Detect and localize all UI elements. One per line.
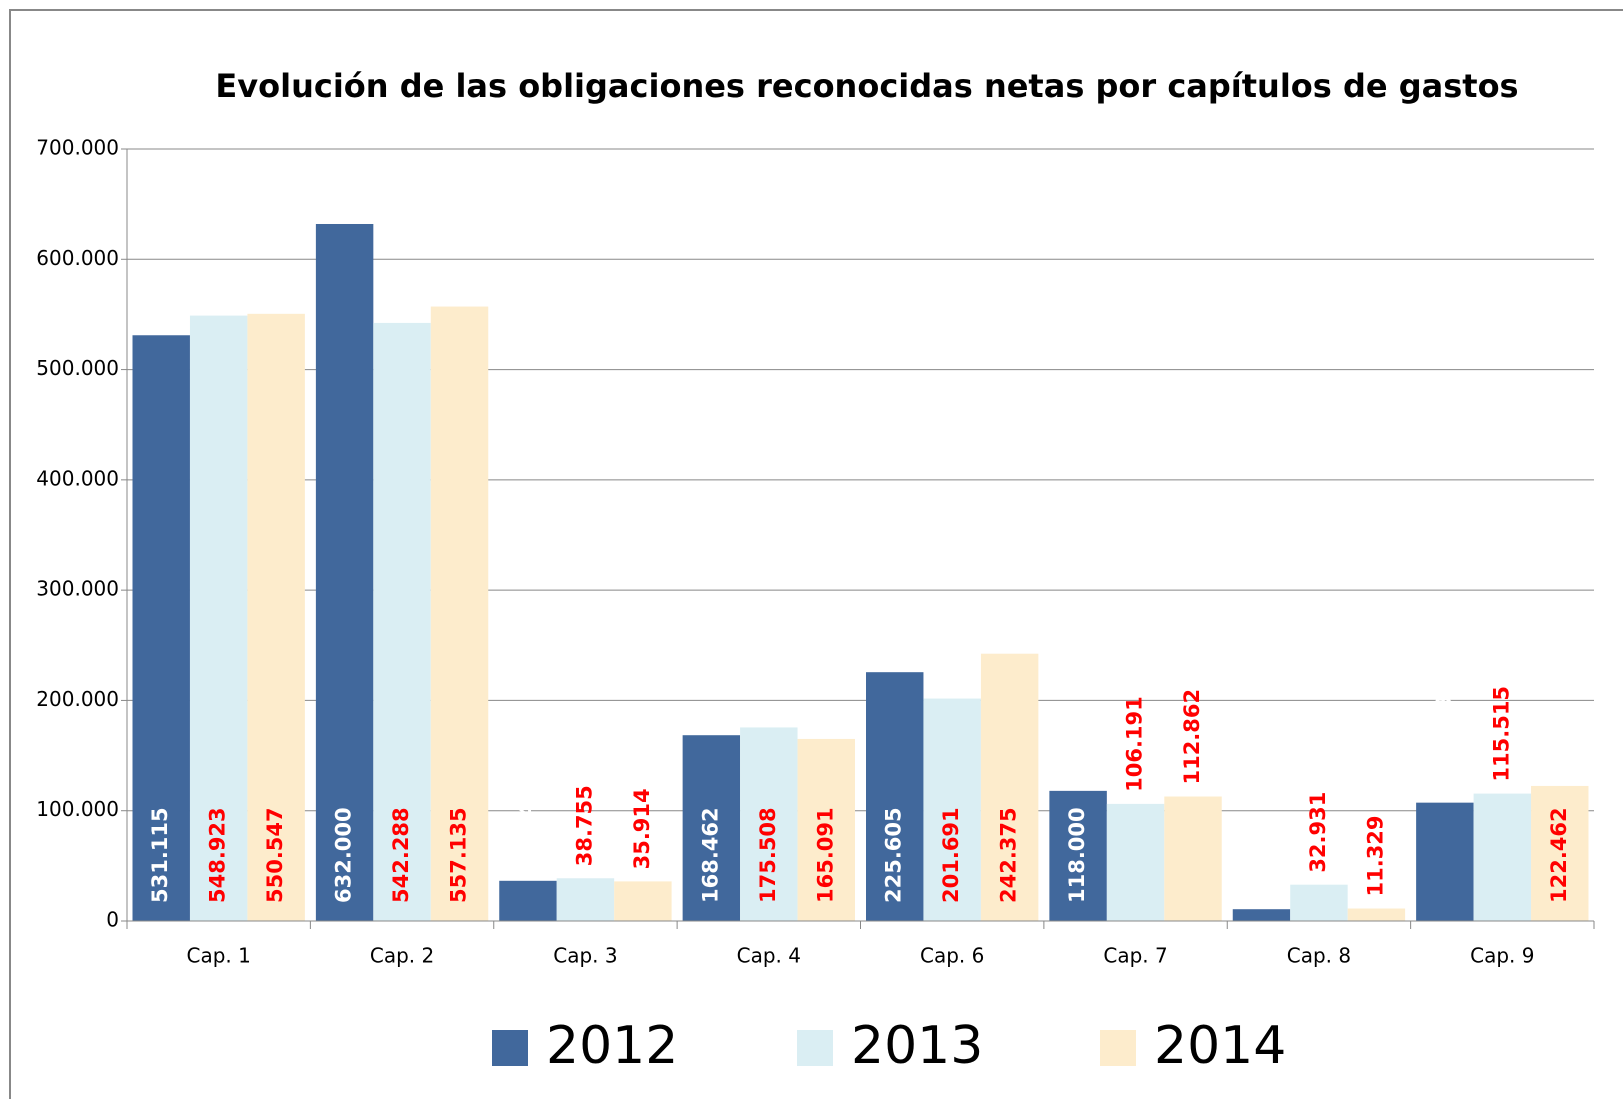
data-label: 122.462 bbox=[1547, 807, 1571, 903]
y-tick-label: 0 bbox=[106, 908, 119, 932]
legend-label: 2013 bbox=[851, 1016, 983, 1076]
bar bbox=[430, 306, 489, 921]
y-tick-label: 400.000 bbox=[36, 466, 119, 490]
data-label: 36.449 bbox=[515, 788, 539, 869]
legend-label: 2012 bbox=[546, 1016, 678, 1076]
legend-swatch bbox=[1100, 1030, 1136, 1066]
data-label: 10.695 bbox=[1248, 816, 1272, 897]
data-label: 225.605 bbox=[882, 807, 906, 903]
bar bbox=[1164, 796, 1222, 921]
x-tick-label: Cap. 6 bbox=[920, 944, 984, 968]
data-label: 38.755 bbox=[572, 785, 596, 866]
bar bbox=[132, 335, 190, 921]
data-label: 531.115 bbox=[148, 807, 172, 903]
bar bbox=[1473, 793, 1532, 921]
bar bbox=[1347, 908, 1406, 921]
y-tick-label: 500.000 bbox=[36, 356, 119, 380]
chart-title: Evolución de las obligaciones reconocida… bbox=[215, 67, 1518, 105]
x-tick-label: Cap. 9 bbox=[1470, 944, 1534, 968]
bar bbox=[1531, 785, 1589, 921]
data-label: 557.135 bbox=[447, 807, 471, 903]
data-label: 168.462 bbox=[698, 807, 722, 903]
data-label: 632.000 bbox=[332, 807, 356, 903]
y-tick-label: 200.000 bbox=[36, 687, 119, 711]
bar bbox=[1049, 790, 1107, 921]
bar bbox=[866, 672, 924, 921]
data-label: 112.862 bbox=[1180, 689, 1204, 785]
bar bbox=[556, 878, 615, 921]
bar bbox=[980, 653, 1039, 921]
legend-label: 2014 bbox=[1154, 1016, 1286, 1076]
data-label: 107.309 bbox=[1432, 695, 1456, 791]
bar bbox=[923, 698, 981, 921]
data-label: 165.091 bbox=[813, 807, 837, 903]
bar bbox=[315, 223, 374, 922]
bar bbox=[682, 735, 741, 921]
bar bbox=[797, 738, 855, 921]
x-tick-label: Cap. 4 bbox=[737, 944, 801, 968]
bar bbox=[499, 880, 557, 921]
data-label: 32.931 bbox=[1306, 792, 1330, 873]
data-label: 35.914 bbox=[630, 788, 654, 869]
bar bbox=[247, 313, 305, 921]
data-label: 548.923 bbox=[206, 807, 230, 903]
bar bbox=[1232, 909, 1291, 921]
bar bbox=[373, 322, 431, 921]
y-tick-label: 100.000 bbox=[36, 797, 119, 821]
data-label: 11.329 bbox=[1363, 815, 1387, 896]
y-tick-label: 600.000 bbox=[36, 246, 119, 270]
data-label: 175.508 bbox=[756, 807, 780, 903]
data-label: 542.288 bbox=[389, 807, 413, 903]
legend-swatch bbox=[492, 1030, 528, 1066]
data-label: 106.191 bbox=[1123, 696, 1147, 792]
y-tick-label: 700.000 bbox=[36, 136, 119, 160]
y-tick-label: 300.000 bbox=[36, 577, 119, 601]
data-label: 242.375 bbox=[997, 807, 1021, 903]
data-label: 550.547 bbox=[263, 807, 287, 903]
x-tick-label: Cap. 1 bbox=[187, 944, 251, 968]
x-tick-label: Cap. 3 bbox=[553, 944, 617, 968]
bar bbox=[1290, 884, 1348, 921]
bar bbox=[1416, 802, 1474, 921]
bar bbox=[189, 315, 248, 922]
bar bbox=[614, 881, 672, 921]
x-tick-label: Cap. 7 bbox=[1103, 944, 1167, 968]
data-label: 201.691 bbox=[939, 807, 963, 903]
data-label: 118.000 bbox=[1065, 807, 1089, 903]
data-label: 115.515 bbox=[1489, 686, 1513, 782]
legend-swatch bbox=[797, 1030, 833, 1066]
x-tick-label: Cap. 8 bbox=[1287, 944, 1351, 968]
x-tick-label: Cap. 2 bbox=[370, 944, 434, 968]
bar bbox=[1106, 803, 1165, 921]
bar bbox=[740, 727, 798, 921]
